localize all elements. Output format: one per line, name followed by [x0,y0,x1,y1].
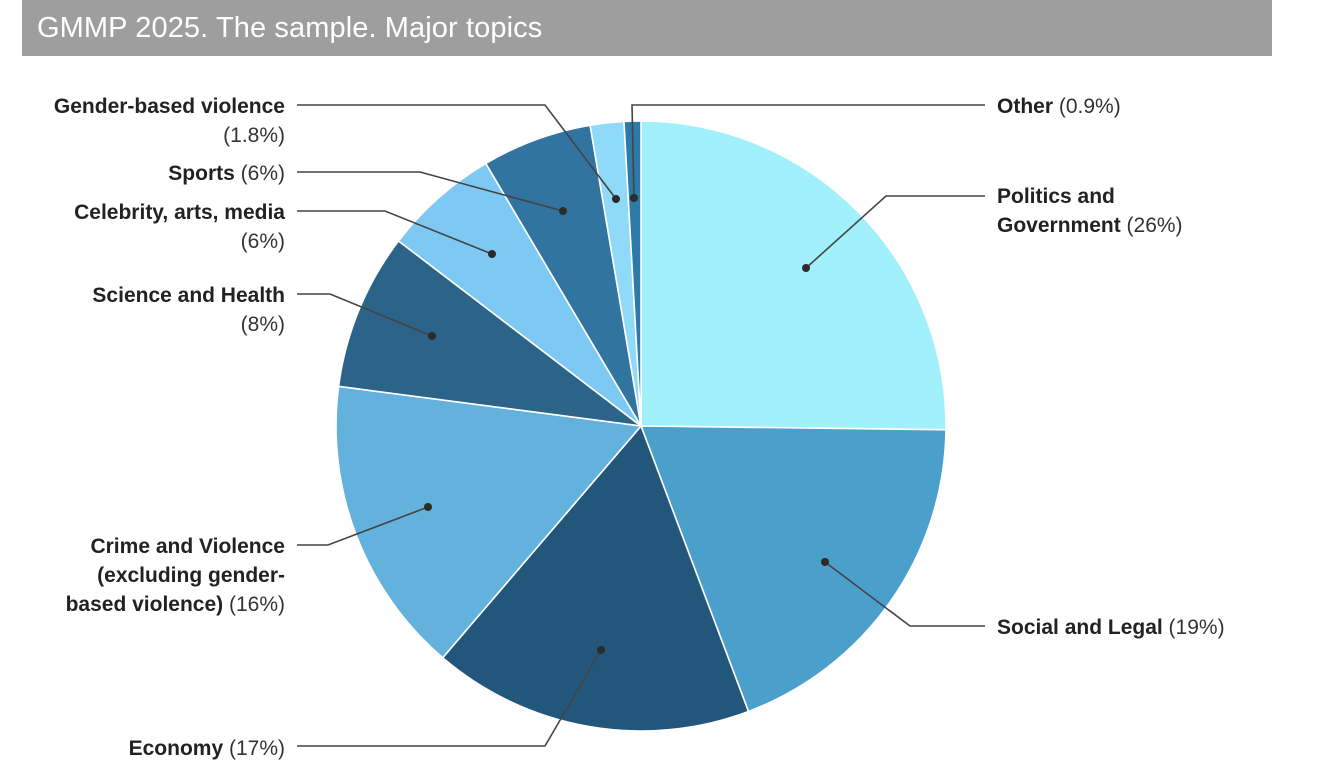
slice-name-other: Other [997,95,1053,118]
leader-dot-politics [802,264,810,272]
slice-name-economy: Economy [129,737,224,760]
slice-percent-social: (19%) [1163,616,1225,639]
pie-slice-crime [335,385,643,659]
title-bar: GMMP 2025. The sample. Major topics [22,0,1272,56]
slice-name-social: Social and Legal [997,616,1163,639]
slice-label-celebrity: Celebrity, arts, media (6%) [74,201,285,253]
pie-slice-celebrity [397,162,642,427]
slice-label-other: Other (0.9%) [997,95,1121,118]
leader-dot-sports [559,207,567,215]
slice-name-gbv: Gender-based violence [54,95,285,118]
slice-name-sports: Sports [168,162,235,185]
slice-name-celebrity: Celebrity, arts, media [74,201,285,224]
slice-name-crime: (excluding gender- [97,564,285,587]
pie-slices [335,120,947,732]
leader-line-social [824,561,985,627]
slice-name-politics: Government [997,214,1121,237]
slice-name-science: Science and Health [92,284,285,307]
pie-slice-economy [441,424,750,732]
slice-labels: Politics and Government (26%) Social and L… [54,95,1225,760]
leader-line-other [631,104,985,199]
leader-dot-other [630,194,638,202]
slice-name-crime: based violence) [66,593,224,616]
leader-dot-social [821,558,829,566]
slice-label-crime: Crime and Violence (excluding gender-base… [66,535,285,616]
slice-label-science: Science and Health (8%) [92,284,285,336]
slice-label-economy: Economy (17%) [129,737,285,760]
leader-line-politics [805,195,985,269]
slice-percent-economy: (17%) [223,737,285,760]
leader-line-sports [297,171,564,212]
slice-percent-science: (8%) [241,313,285,336]
leader-line-crime [297,506,429,546]
leader-line-economy [297,649,602,747]
slice-name-politics: Politics and [997,185,1115,208]
slice-label-politics: Politics and Government (26%) [997,185,1183,237]
slice-name-crime: Crime and Violence [90,535,285,558]
leader-dot-celebrity [488,250,496,258]
leader-dot-gbv [612,195,620,203]
chart-title: GMMP 2025. The sample. Major topics [37,12,543,44]
pie-slice-science [337,239,644,428]
leader-dot-science [428,332,436,340]
leader-line-gbv [297,104,617,200]
slice-percent-politics: (26%) [1121,214,1183,237]
slice-percent-gbv: (1.8%) [223,124,285,147]
pie-slice-social [639,425,947,713]
slice-percent-crime: (16%) [223,593,285,616]
slice-label-social: Social and Legal (19%) [997,616,1225,639]
slice-label-sports: Sports (6%) [168,162,285,185]
pie-slice-politics [640,120,947,431]
leader-line-celebrity [297,210,493,255]
slice-percent-celebrity: (6%) [241,230,285,253]
slice-label-gbv: Gender-based violence (1.8%) [54,95,285,147]
leader-dot-economy [597,646,605,654]
leader-line-science [297,293,433,337]
leader-dot-crime [424,503,432,511]
slice-percent-sports: (6%) [235,162,285,185]
slice-percent-other: (0.9%) [1053,95,1121,118]
leader-lines [297,104,985,747]
